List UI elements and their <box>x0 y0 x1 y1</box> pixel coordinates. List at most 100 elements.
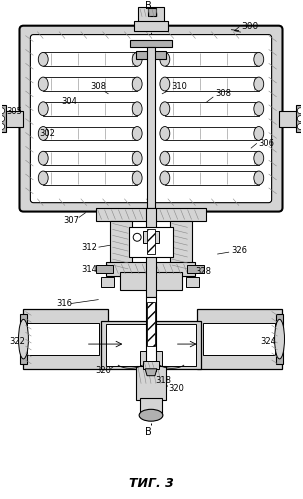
Bar <box>140 398 162 416</box>
Ellipse shape <box>254 127 264 140</box>
Bar <box>149 41 153 196</box>
Ellipse shape <box>18 319 28 359</box>
Bar <box>165 127 259 140</box>
Bar <box>278 111 298 127</box>
Text: 308: 308 <box>215 89 231 98</box>
Text: 305: 305 <box>7 107 22 116</box>
Bar <box>27 323 98 355</box>
Bar <box>147 230 155 254</box>
Bar <box>43 127 137 140</box>
Text: 314: 314 <box>81 265 97 274</box>
Ellipse shape <box>0 116 5 122</box>
Bar <box>43 171 137 185</box>
Text: 324: 324 <box>261 337 277 346</box>
Ellipse shape <box>133 234 141 241</box>
Text: 326: 326 <box>231 246 247 254</box>
Text: 312: 312 <box>81 243 97 251</box>
Ellipse shape <box>160 77 170 91</box>
Bar <box>146 208 156 296</box>
Ellipse shape <box>254 77 264 91</box>
Ellipse shape <box>38 151 48 165</box>
Ellipse shape <box>132 77 142 91</box>
Ellipse shape <box>38 102 48 116</box>
Bar <box>0 105 6 132</box>
Bar <box>296 105 303 132</box>
Bar <box>147 301 155 346</box>
Bar <box>101 277 115 287</box>
Ellipse shape <box>160 151 170 165</box>
Bar <box>147 47 155 208</box>
Ellipse shape <box>160 52 170 66</box>
Bar <box>105 262 195 276</box>
Bar <box>276 314 284 364</box>
Bar <box>136 366 166 400</box>
Bar <box>165 151 259 165</box>
Ellipse shape <box>297 108 303 114</box>
Bar <box>146 296 156 371</box>
Ellipse shape <box>160 127 170 140</box>
Text: B: B <box>145 1 152 11</box>
Ellipse shape <box>132 52 142 66</box>
Bar <box>165 102 259 116</box>
Bar <box>4 111 23 127</box>
Ellipse shape <box>0 108 5 114</box>
Bar <box>165 171 259 185</box>
Ellipse shape <box>132 151 142 165</box>
Text: 320: 320 <box>96 366 112 375</box>
Text: 304: 304 <box>61 97 77 106</box>
Polygon shape <box>145 369 157 376</box>
Ellipse shape <box>38 52 48 66</box>
Bar <box>165 52 259 66</box>
Bar <box>23 309 108 369</box>
Text: 328: 328 <box>195 267 211 276</box>
Polygon shape <box>105 324 148 366</box>
FancyBboxPatch shape <box>30 34 271 203</box>
Text: 322: 322 <box>10 337 25 346</box>
Ellipse shape <box>297 116 303 122</box>
Bar <box>101 321 201 369</box>
Text: ΤИГ. 3: ΤИГ. 3 <box>128 477 173 490</box>
Bar <box>148 8 156 16</box>
Text: B: B <box>145 427 152 437</box>
Ellipse shape <box>0 124 5 130</box>
Bar <box>143 232 159 243</box>
Bar <box>198 309 281 369</box>
Bar <box>134 21 168 30</box>
Bar <box>143 361 159 369</box>
Bar <box>129 228 173 257</box>
Bar <box>130 39 172 47</box>
Bar <box>165 77 259 91</box>
Bar <box>187 265 205 273</box>
Bar <box>96 208 206 222</box>
Text: 318: 318 <box>155 376 171 385</box>
Bar <box>138 7 164 23</box>
Bar <box>96 265 113 273</box>
Ellipse shape <box>297 124 303 130</box>
Polygon shape <box>154 324 196 366</box>
Ellipse shape <box>132 127 142 140</box>
Ellipse shape <box>275 319 285 359</box>
Text: 310: 310 <box>172 81 188 90</box>
Ellipse shape <box>139 409 163 421</box>
Ellipse shape <box>38 171 48 185</box>
Ellipse shape <box>38 77 48 91</box>
Bar <box>43 52 137 66</box>
Bar <box>170 222 191 276</box>
Bar <box>203 323 275 355</box>
Bar <box>136 51 166 59</box>
Bar <box>43 102 137 116</box>
Ellipse shape <box>254 102 264 116</box>
FancyBboxPatch shape <box>19 25 282 212</box>
Text: 320: 320 <box>168 384 184 393</box>
Bar <box>43 77 137 91</box>
Ellipse shape <box>160 102 170 116</box>
Ellipse shape <box>132 171 142 185</box>
Bar <box>19 314 27 364</box>
Text: 316: 316 <box>56 299 72 308</box>
Bar <box>186 277 199 287</box>
Ellipse shape <box>160 171 170 185</box>
Ellipse shape <box>132 102 142 116</box>
Ellipse shape <box>254 52 264 66</box>
Text: 308: 308 <box>91 81 107 90</box>
Text: 300: 300 <box>241 22 258 31</box>
